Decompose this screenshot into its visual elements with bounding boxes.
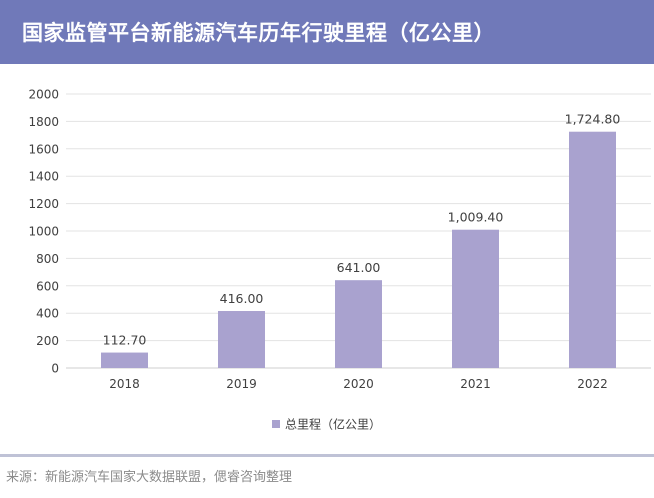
data-label: 641.00 (337, 260, 381, 275)
x-tick-label: 2020 (343, 377, 374, 391)
y-tick-label: 0 (51, 362, 59, 376)
y-tick-label: 400 (36, 307, 59, 321)
y-tick-label: 1000 (28, 225, 59, 239)
bar (569, 131, 616, 368)
x-tick-label: 2022 (577, 377, 608, 391)
y-tick-label: 600 (36, 279, 59, 293)
x-tick-label: 2019 (226, 377, 257, 391)
y-tick-label: 1600 (28, 142, 59, 156)
bar (452, 229, 499, 368)
data-label: 112.70 (103, 333, 147, 348)
y-tick-label: 200 (36, 334, 59, 348)
bar-chart: 0 200 400 600 800 1000 1200 1400 1600 1800 2000 112… (28, 88, 651, 432)
y-tick-label: 800 (36, 252, 59, 266)
y-tick-label: 1800 (28, 115, 59, 129)
bar (101, 352, 148, 368)
chart-area: 0 200 400 600 800 1000 1200 1400 1600 1800 2000 112… (0, 64, 654, 454)
footer-divider (0, 454, 654, 457)
source-note: 来源：新能源汽车国家大数据联盟，偲睿咨询整理 (6, 470, 293, 485)
x-tick-label: 2021 (460, 377, 491, 391)
bar (335, 280, 382, 368)
x-tick-label: 2018 (109, 377, 140, 391)
y-tick-label: 2000 (28, 88, 59, 102)
chart-title: 国家监管平台新能源汽车历年行驶里程（亿公里） (22, 21, 495, 45)
data-label: 416.00 (220, 291, 264, 306)
data-label: 1,009.40 (448, 210, 504, 225)
title-banner: 国家监管平台新能源汽车历年行驶里程（亿公里） (0, 0, 654, 64)
bar (218, 311, 265, 368)
legend-label: 总里程（亿公里） (285, 417, 381, 432)
y-tick-label: 1200 (28, 197, 59, 211)
data-label: 1,724.80 (565, 112, 621, 127)
legend-swatch (272, 420, 280, 428)
y-tick-label: 1400 (28, 170, 59, 184)
